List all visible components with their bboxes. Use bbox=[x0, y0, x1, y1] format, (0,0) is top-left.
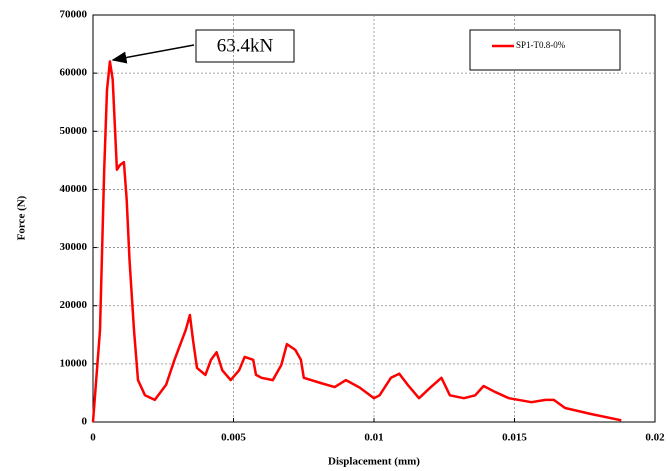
x-axis-label: Displacement (mm) bbox=[328, 456, 420, 468]
y-tick-label: 50000 bbox=[60, 125, 88, 137]
y-tick-label: 10000 bbox=[60, 357, 88, 369]
legend-label: SP1-T0.8-0% bbox=[516, 40, 566, 50]
x-tick-label: 0.01 bbox=[364, 432, 383, 444]
y-tick-label: 30000 bbox=[60, 241, 88, 253]
y-tick-label: 40000 bbox=[60, 183, 88, 195]
x-tick-label: 0.015 bbox=[502, 432, 527, 444]
annotation: 63.4kN bbox=[217, 35, 274, 56]
data-line bbox=[91, 60, 622, 423]
y-tick-label: 0 bbox=[82, 416, 88, 428]
x-tick-label: 0.02 bbox=[645, 432, 665, 444]
y-tick-label: 60000 bbox=[60, 67, 88, 79]
y-tick-label: 20000 bbox=[60, 299, 88, 311]
y-tick-label: 70000 bbox=[60, 9, 88, 21]
annotation-arrow bbox=[111, 44, 195, 64]
x-tick-label: 0.005 bbox=[221, 432, 246, 444]
x-tick-label: 0 bbox=[90, 432, 96, 444]
legend-box bbox=[469, 29, 621, 71]
y-axis-label: Force (N) bbox=[16, 195, 28, 240]
annotation-box bbox=[195, 29, 295, 63]
